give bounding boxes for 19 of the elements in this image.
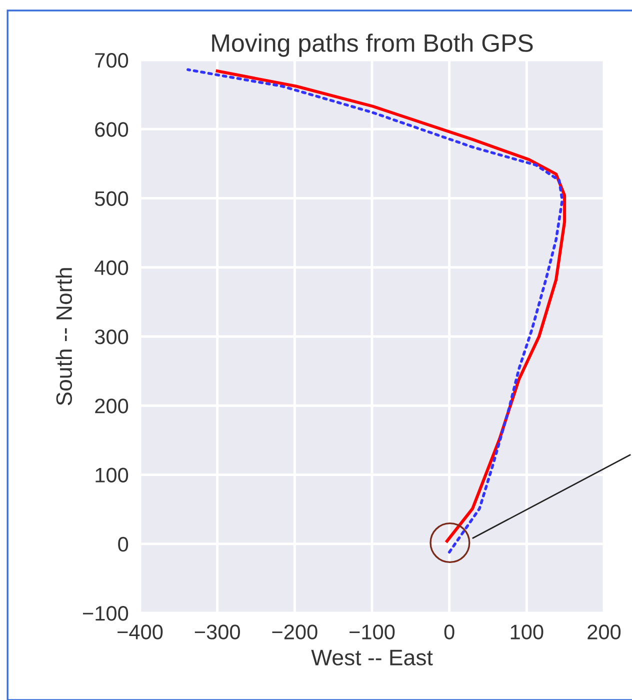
y-tick-label: 100 (96, 468, 128, 483)
y-axis-title: South -- North (56, 268, 72, 406)
x-tick-label: −100 (350, 624, 395, 640)
x-tick-label: −400 (118, 624, 163, 640)
x-tick-label: 0 (444, 624, 454, 640)
y-tick-label: 0 (118, 536, 128, 552)
x-axis-title: West -- East (311, 650, 433, 666)
y-tick-label: 700 (95, 53, 128, 68)
y-tick-label: −100 (82, 606, 128, 621)
chart-title: Moving paths from Both GPS (212, 34, 533, 57)
x-tick-label: −300 (194, 624, 240, 640)
y-tick-label: 300 (94, 330, 128, 344)
x-tick-label: −200 (272, 624, 318, 640)
y-tick-label: 600 (95, 122, 128, 137)
y-tick-label: 200 (95, 398, 128, 414)
x-tick-label: 200 (588, 624, 621, 640)
y-tick-label: 400 (94, 260, 128, 276)
x-tick-label: 100 (510, 624, 544, 640)
y-tick-label: 500 (94, 191, 128, 206)
